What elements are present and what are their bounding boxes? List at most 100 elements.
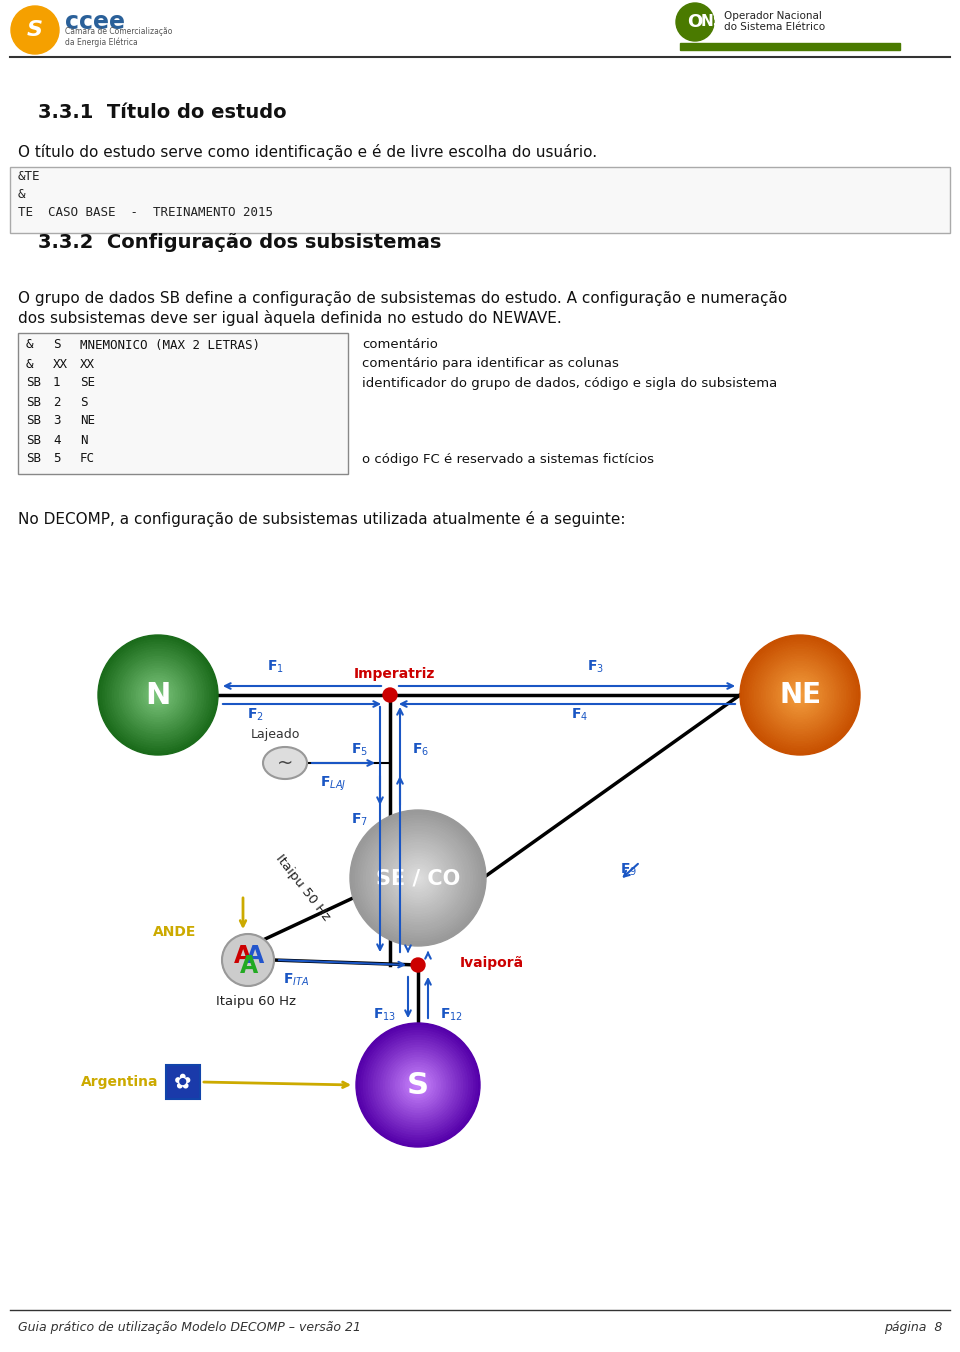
Circle shape — [383, 842, 453, 914]
Text: 4: 4 — [53, 434, 60, 446]
Circle shape — [371, 1038, 465, 1132]
Circle shape — [361, 821, 475, 936]
Text: 3.3.2  Configuração dos subsistemas: 3.3.2 Configuração dos subsistemas — [38, 234, 442, 253]
Circle shape — [358, 1025, 477, 1145]
Text: S: S — [407, 1071, 429, 1099]
Circle shape — [388, 1056, 447, 1115]
Text: Argentina: Argentina — [82, 1075, 158, 1088]
Circle shape — [408, 1075, 428, 1095]
Circle shape — [798, 692, 803, 698]
Circle shape — [117, 654, 199, 735]
Circle shape — [756, 652, 843, 738]
Text: 1: 1 — [53, 376, 60, 389]
Circle shape — [381, 1048, 455, 1122]
FancyBboxPatch shape — [18, 333, 348, 475]
Text: F$_1$: F$_1$ — [267, 658, 283, 675]
Text: 2: 2 — [53, 396, 60, 408]
Text: MNEMONICO (MAX 2 LETRAS): MNEMONICO (MAX 2 LETRAS) — [80, 338, 260, 352]
Text: Lajeado: Lajeado — [251, 727, 300, 741]
Circle shape — [398, 1065, 438, 1105]
Circle shape — [394, 1060, 443, 1110]
Text: SE / CO: SE / CO — [376, 868, 460, 888]
Text: Itaipu 50 Hz: Itaipu 50 Hz — [274, 852, 333, 923]
Circle shape — [783, 679, 817, 711]
Circle shape — [222, 934, 274, 986]
Text: S: S — [27, 20, 43, 41]
Text: &: & — [26, 338, 34, 352]
Circle shape — [120, 657, 197, 733]
Circle shape — [132, 669, 184, 722]
Circle shape — [776, 671, 824, 719]
Circle shape — [764, 658, 836, 731]
Text: TE  CASO BASE  -  TREINAMENTO 2015: TE CASO BASE - TREINAMENTO 2015 — [18, 207, 273, 219]
Circle shape — [385, 845, 450, 911]
Ellipse shape — [263, 748, 307, 779]
Circle shape — [405, 1072, 430, 1098]
Circle shape — [785, 680, 814, 710]
FancyBboxPatch shape — [166, 1065, 200, 1099]
Circle shape — [788, 683, 812, 707]
Circle shape — [383, 1051, 453, 1119]
Text: NE: NE — [80, 415, 95, 427]
Text: ~: ~ — [276, 753, 293, 772]
Text: No DECOMP, a configuração de subsistemas utilizada atualmente é a seguinte:: No DECOMP, a configuração de subsistemas… — [18, 511, 626, 527]
Circle shape — [367, 826, 469, 930]
Circle shape — [404, 864, 432, 891]
Text: Itaipu 60 Hz: Itaipu 60 Hz — [216, 995, 296, 1009]
Text: F$_{LAJ}$: F$_{LAJ}$ — [320, 775, 347, 794]
Text: ANDE: ANDE — [154, 925, 197, 940]
Circle shape — [378, 1045, 458, 1125]
Circle shape — [108, 645, 208, 745]
Circle shape — [769, 664, 831, 726]
Circle shape — [98, 635, 218, 754]
Circle shape — [755, 649, 846, 741]
Text: F$_2$: F$_2$ — [247, 707, 263, 723]
Text: &TE: &TE — [18, 170, 40, 184]
Text: SB: SB — [26, 453, 41, 465]
Text: NE: NE — [779, 681, 821, 708]
Text: O grupo de dados SB define a configuração de subsistemas do estudo. A configuraç: O grupo de dados SB define a configuraçã… — [18, 291, 787, 306]
Circle shape — [745, 639, 855, 750]
Text: O título do estudo serve como identificação e é de livre escolha do usuário.: O título do estudo serve como identifica… — [18, 145, 597, 160]
Circle shape — [795, 691, 804, 700]
Circle shape — [122, 658, 194, 731]
Text: NS: NS — [701, 15, 725, 30]
Text: F$_7$: F$_7$ — [351, 811, 368, 829]
Circle shape — [411, 959, 425, 972]
Circle shape — [676, 3, 714, 41]
Circle shape — [400, 1068, 436, 1102]
Circle shape — [352, 813, 483, 944]
Text: SB: SB — [26, 415, 41, 427]
Text: o código FC é reservado a sistemas fictícios: o código FC é reservado a sistemas fictí… — [362, 453, 654, 465]
Circle shape — [372, 831, 465, 925]
Circle shape — [374, 834, 462, 922]
Text: A: A — [246, 944, 264, 968]
Circle shape — [361, 1028, 475, 1142]
Circle shape — [101, 637, 216, 753]
Circle shape — [355, 815, 481, 941]
Circle shape — [127, 664, 189, 726]
Circle shape — [110, 648, 206, 744]
Circle shape — [747, 642, 852, 748]
Circle shape — [125, 661, 192, 729]
Circle shape — [364, 1030, 472, 1140]
Circle shape — [106, 642, 211, 748]
FancyBboxPatch shape — [10, 168, 950, 233]
Text: F$_5$: F$_5$ — [351, 742, 368, 758]
Circle shape — [103, 639, 213, 750]
Circle shape — [136, 673, 180, 717]
Text: O: O — [687, 14, 703, 31]
Text: A: A — [234, 944, 252, 968]
Circle shape — [790, 685, 809, 704]
Text: ✿: ✿ — [175, 1072, 192, 1092]
Text: página  8: página 8 — [883, 1321, 942, 1334]
Text: 3: 3 — [53, 415, 60, 427]
Text: SE: SE — [80, 376, 95, 389]
Circle shape — [388, 848, 448, 909]
Circle shape — [396, 856, 440, 900]
Text: S: S — [80, 396, 87, 408]
Circle shape — [141, 679, 175, 711]
Text: F$_6$: F$_6$ — [412, 742, 429, 758]
Text: Operador Nacional: Operador Nacional — [724, 11, 822, 22]
Circle shape — [761, 657, 838, 733]
